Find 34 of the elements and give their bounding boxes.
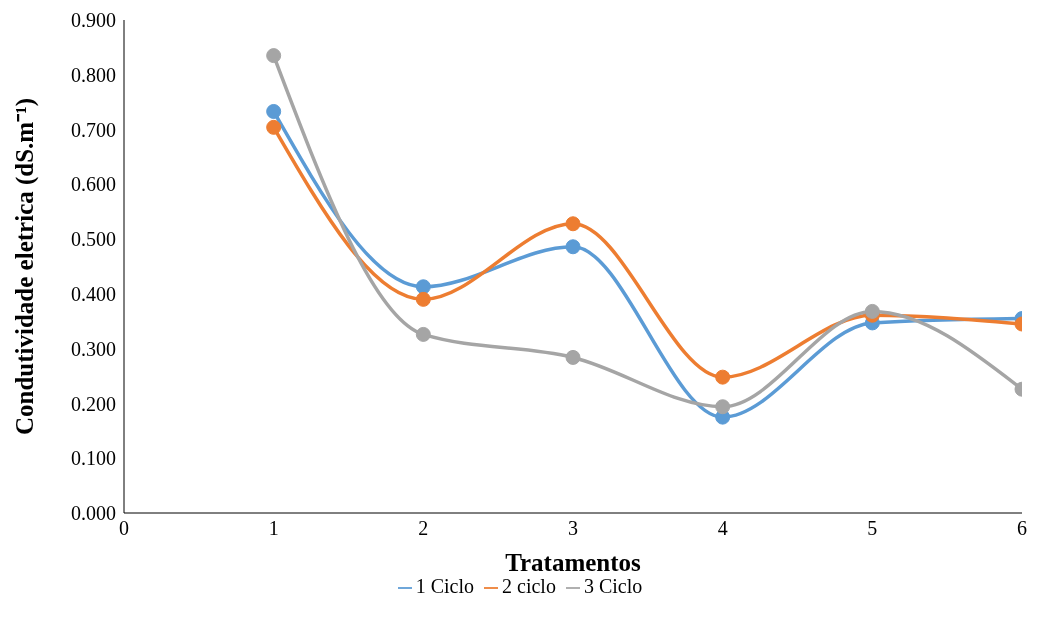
legend-label: 2 ciclo <box>502 575 556 597</box>
point <box>415 291 431 307</box>
point <box>266 48 282 64</box>
point <box>715 369 731 385</box>
x-tick-label: 6 <box>1017 517 1027 540</box>
point <box>266 119 282 135</box>
point <box>415 279 431 295</box>
x-tick-label: 2 <box>418 517 429 540</box>
legend-label: 1 Ciclo <box>415 575 475 597</box>
point <box>565 216 581 232</box>
point <box>415 326 431 342</box>
point <box>565 239 581 255</box>
point <box>565 349 581 365</box>
y-tick-label: 0.400 <box>71 282 116 305</box>
legend-label: 3 Ciclo <box>583 575 643 597</box>
y-tick-label: 0.200 <box>71 392 116 415</box>
x-axis-title: Tratamentos <box>505 549 642 576</box>
point <box>864 303 880 319</box>
x-tick-label: 3 <box>568 517 578 540</box>
y-axis-title: Condutividade eletrica (dS.m⁻¹) <box>10 97 39 436</box>
y-tick-label: 0.600 <box>71 173 116 196</box>
y-tick-label: 0.700 <box>71 118 116 141</box>
point <box>715 399 731 415</box>
x-tick-label: 1 <box>268 517 279 540</box>
x-tick-label: 5 <box>867 517 878 540</box>
x-tick-label: 0 <box>119 517 129 540</box>
y-tick-label: 0.900 <box>71 9 116 32</box>
y-tick-label: 0.000 <box>71 502 116 525</box>
y-tick-label: 0.500 <box>71 228 116 251</box>
y-tick-label: 0.100 <box>71 447 116 470</box>
point <box>266 103 282 119</box>
x-tick-label: 4 <box>717 517 728 540</box>
y-tick-label: 0.300 <box>71 337 116 360</box>
y-tick-label: 0.800 <box>71 63 116 86</box>
